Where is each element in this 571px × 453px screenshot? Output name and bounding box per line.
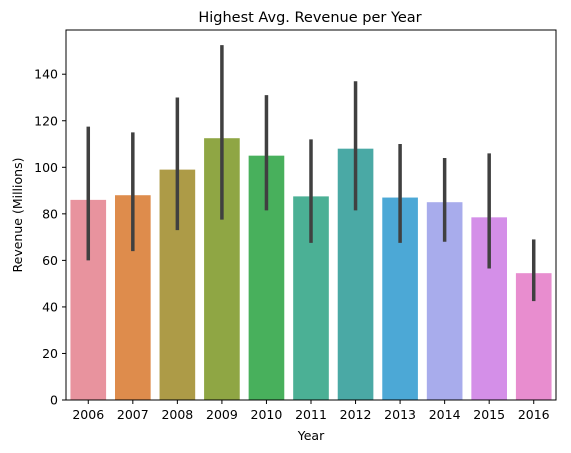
x-tick-label-2011: 2011 <box>295 407 327 422</box>
y-tick-label-80: 80 <box>42 206 58 221</box>
y-tick-label-140: 140 <box>34 67 58 82</box>
error-bars-layer <box>86 45 536 302</box>
x-tick-label-2013: 2013 <box>384 407 416 422</box>
y-tick-label-0: 0 <box>50 393 58 408</box>
x-tick-label-2016: 2016 <box>518 407 550 422</box>
y-tick-label-120: 120 <box>34 113 58 128</box>
y-tick-label-40: 40 <box>42 299 58 314</box>
x-tick-label-2012: 2012 <box>340 407 372 422</box>
x-tick-label-2006: 2006 <box>72 407 104 422</box>
y-axis: 0 20 40 60 80 100 120 140 <box>34 67 66 408</box>
x-axis-label: Year <box>297 428 325 443</box>
x-tick-label-2015: 2015 <box>473 407 505 422</box>
x-tick-label-2014: 2014 <box>429 407 461 422</box>
x-axis: 2006 2007 2008 2009 2010 2011 2012 2013 2014 2015… <box>72 400 550 422</box>
chart-title: Highest Avg. Revenue per Year <box>198 10 421 26</box>
x-tick-label-2010: 2010 <box>251 407 283 422</box>
y-tick-label-100: 100 <box>34 160 58 175</box>
x-tick-label-2008: 2008 <box>161 407 193 422</box>
x-tick-label-2009: 2009 <box>206 407 238 422</box>
y-tick-label-60: 60 <box>42 253 58 268</box>
y-axis-label: Revenue (Millions) <box>10 158 25 273</box>
x-tick-label-2007: 2007 <box>117 407 149 422</box>
y-tick-label-20: 20 <box>42 346 58 361</box>
